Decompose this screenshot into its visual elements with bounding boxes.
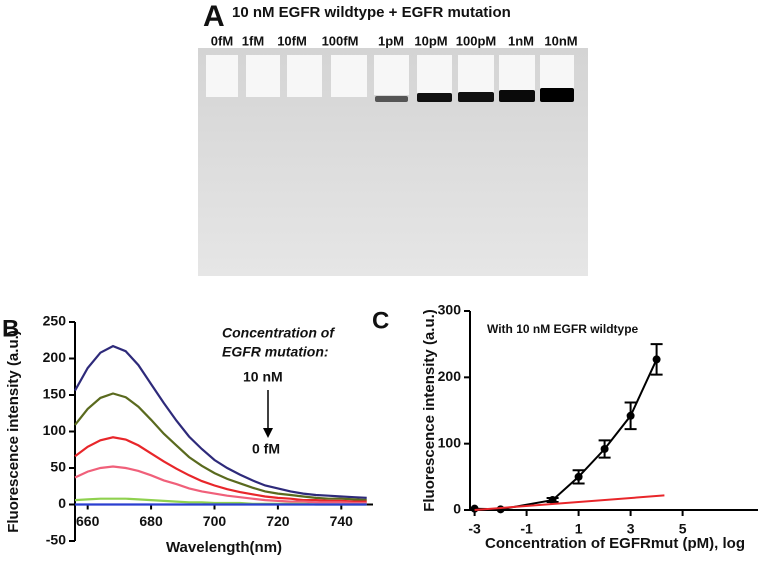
lane-label: 10nM [544, 33, 577, 48]
chart-title: With 10 nM EGFR wildtype [487, 322, 639, 336]
y-tick-label: 300 [438, 302, 462, 318]
lane-label: 10fM [277, 33, 307, 48]
lane-label: 10pM [414, 33, 447, 48]
y-tick-label: 150 [43, 386, 67, 402]
x-tick-label: 5 [679, 521, 687, 537]
data-point [652, 355, 661, 364]
gel-bands [375, 88, 574, 102]
data-point [470, 504, 479, 513]
y-tick-label: 250 [43, 313, 67, 329]
lane-label: 0fM [211, 33, 233, 48]
y-tick-label: 100 [43, 422, 67, 438]
lane-label: 100fM [322, 33, 359, 48]
gel-panel: A 10 nM EGFR wildtype + EGFR mutation [198, 0, 588, 276]
x-axis-label: Wavelength(nm) [166, 539, 282, 556]
lane-label: 100pM [456, 33, 496, 48]
x-tick-label: 1 [575, 521, 583, 537]
lane-label: 1pM [378, 33, 404, 48]
x-tick-label: 700 [203, 513, 227, 529]
panel-label: C [372, 307, 389, 334]
spectrum-line [74, 344, 367, 499]
y-tick-label: 0 [453, 501, 461, 517]
y-axis-label: Fluorescence intensity (a.u.) [5, 330, 22, 533]
annotation: 0 fM [252, 441, 280, 457]
x-axis-label: Concentration of EGFRmut (pM), log [485, 535, 745, 552]
data-point [574, 472, 583, 481]
data-point [548, 496, 557, 505]
x-tick-label: 720 [266, 513, 290, 529]
gel-wells [206, 55, 574, 97]
y-tick-label: -50 [46, 532, 66, 548]
fit-line [474, 494, 665, 511]
gel-title: 10 nM EGFR wildtype + EGFR mutation [232, 4, 511, 21]
fit-line [474, 358, 658, 511]
data-point [626, 411, 635, 420]
annotation: EGFR mutation: [222, 344, 329, 360]
x-tick-label: 740 [330, 513, 354, 529]
lane-label: 1nM [508, 33, 534, 48]
x-tick-label: 660 [76, 513, 100, 529]
y-tick-label: 50 [50, 459, 66, 475]
y-axis-label: Fluorescence intensity (a.u.) [421, 309, 438, 512]
x-tick-label: 680 [139, 513, 163, 529]
y-tick-label: 200 [438, 368, 462, 384]
panel-label: B [2, 315, 19, 342]
x-tick-label: -3 [468, 521, 481, 537]
annotation: Concentration of [222, 325, 335, 341]
y-tick-label: 100 [438, 434, 462, 450]
lane-label: 1fM [242, 33, 264, 48]
data-point [600, 444, 609, 453]
y-tick-label: 0 [58, 495, 66, 511]
panel-label: A [203, 0, 225, 33]
spectrum-line [74, 436, 367, 503]
x-tick-label: 3 [627, 521, 635, 537]
spectrum-line [74, 465, 367, 505]
spectrum-line [74, 392, 367, 502]
x-tick-label: -1 [520, 521, 533, 537]
arrow-head [263, 428, 273, 438]
annotation: 10 nM [243, 369, 283, 385]
data-point [496, 505, 505, 514]
y-tick-label: 200 [43, 349, 67, 365]
